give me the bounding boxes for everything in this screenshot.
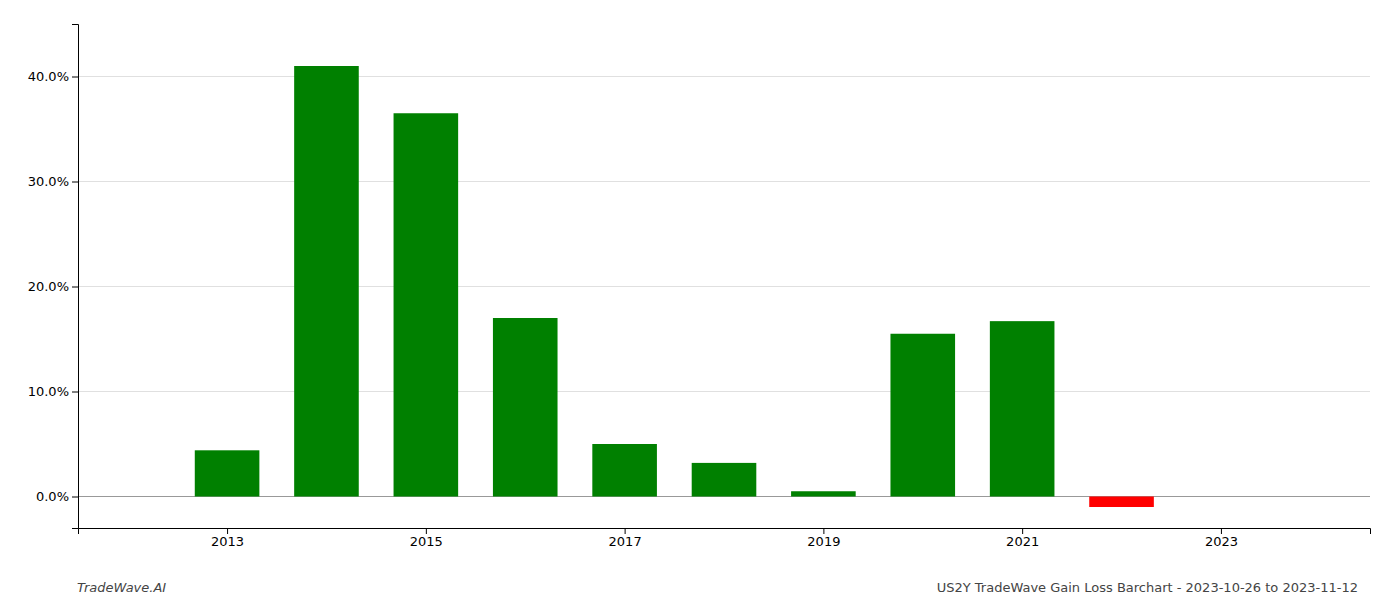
y-tick-label: 10.0% [28,384,69,399]
plot: 2013 2015 2017 2019 2021 2023 0.0% 10.0% 20.0% 30… [28,25,1371,550]
bar [791,491,856,496]
footer: TradeWave.AI US2Y TradeWave Gain Loss Bar… [77,580,1358,595]
y-tick-label: 30.0% [28,174,69,189]
x-tick: 2013 [211,528,244,549]
x-axis: 2013 2015 2017 2019 2021 2023 [79,528,1371,549]
x-tick-label: 2021 [1006,534,1039,549]
x-tick-label: 2017 [609,534,642,549]
bars [195,66,1154,507]
y-tick-label: 0.0% [36,489,69,504]
grid-line [78,76,1370,77]
x-tick-mark [1022,528,1023,534]
y-tick: 20.0% [28,279,78,294]
bar [990,321,1055,496]
y-tick-mark [72,497,78,498]
footer-left: TradeWave.AI [77,580,166,595]
y-tick: 40.0% [28,69,78,84]
y-tick-label: 40.0% [28,69,69,84]
x-tick-mark [625,528,626,534]
x-tick-label: 2015 [410,534,443,549]
footer-right: US2Y TradeWave Gain Loss Barchart - 2023… [937,580,1358,595]
y-tick-mark [72,287,78,288]
x-tick-label: 2023 [1205,534,1238,549]
x-tick-label: 2019 [807,534,840,549]
x-tick-label: 2013 [211,534,244,549]
x-tick-mark [1221,528,1222,534]
grid-line [78,181,1370,182]
chart: 2013 2015 2017 2019 2021 2023 0.0% 10.0% 20.0% 30… [0,0,1400,600]
grid-line [78,391,1370,392]
x-tick: 2017 [609,528,642,549]
bar [890,334,955,497]
bar [692,463,757,497]
bar [592,444,657,497]
x-tick: 2019 [807,528,840,549]
x-tick: 2015 [410,528,443,549]
x-tick: 2023 [1205,528,1238,549]
y-tick-mark [72,77,78,78]
y-tick-label: 20.0% [28,279,69,294]
x-tick: 2021 [1006,528,1039,549]
page: {"chart_data": {"type": "bar", "x": [201… [0,0,1400,600]
grid [78,77,1370,497]
y-tick: 30.0% [28,174,78,189]
y-tick: 10.0% [28,384,78,399]
bar [294,66,359,497]
y-tick: 0.0% [36,489,78,504]
bar [1089,497,1154,508]
x-tick-mark [823,528,824,534]
y-tick-mark [72,182,78,183]
y-axis-line [72,25,79,529]
x-axis-line [79,529,1371,535]
y-tick-mark [72,392,78,393]
grid-line [78,286,1370,287]
bar [394,113,459,496]
bar [493,318,558,497]
bar [195,450,260,496]
x-tick-mark [227,528,228,534]
y-axis: 0.0% 10.0% 20.0% 30.0% 40.0% [28,25,79,529]
x-tick-mark [426,528,427,534]
